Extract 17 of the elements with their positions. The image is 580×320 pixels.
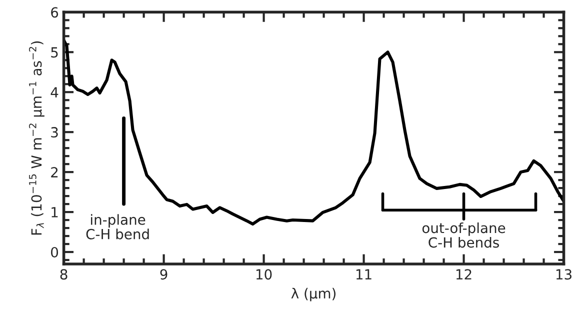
y-tick-label: 4 — [50, 87, 58, 98]
x-tick-label: 13 — [556, 269, 572, 280]
x-tick-label: 9 — [160, 269, 168, 280]
y-tick-label: 3 — [51, 127, 58, 138]
x-tick-label: 11 — [356, 269, 372, 280]
y-tick-label: 5 — [51, 47, 58, 58]
annotation: in-plane C-H bend — [86, 214, 149, 240]
y-tick-label: 1 — [52, 207, 58, 218]
x-tick-label: 12 — [456, 269, 472, 280]
y-tick-label: 6 — [51, 7, 58, 18]
annotation: out-of-plane C-H bends — [422, 222, 506, 248]
y-tick-label: 2 — [51, 167, 58, 178]
x-tick-label: 10 — [256, 269, 272, 280]
text: F$_{λ}$ (10$^{−15}$ W m$^{−2}$ μm$^{−1}$ as$^{−2}$) — [28, 41, 44, 235]
x-tick-label: 8 — [60, 269, 68, 280]
x-axis-title: λ (μm) — [291, 288, 336, 302]
y-tick-label: 0 — [51, 246, 58, 258]
